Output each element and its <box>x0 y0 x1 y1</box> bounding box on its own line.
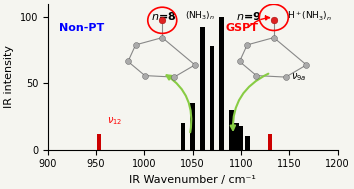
Bar <box>200 27 205 149</box>
X-axis label: IR Wavenumber / cm⁻¹: IR Wavenumber / cm⁻¹ <box>129 175 256 185</box>
Text: $n$=9: $n$=9 <box>236 10 262 22</box>
Bar <box>239 126 243 149</box>
Bar <box>234 123 239 149</box>
Text: (NH$_3$)$_n$: (NH$_3$)$_n$ <box>185 10 215 22</box>
Text: GSPT: GSPT <box>226 23 259 33</box>
Text: Non-PT: Non-PT <box>59 23 105 33</box>
Y-axis label: IR intensity: IR intensity <box>4 45 14 108</box>
Bar <box>210 46 215 149</box>
Bar <box>268 134 272 149</box>
Text: $n$=8: $n$=8 <box>151 10 176 22</box>
Bar <box>219 17 224 149</box>
Text: H$^+$(NH$_3$)$_n$: H$^+$(NH$_3$)$_n$ <box>287 10 332 23</box>
Text: $\nu_{9a}$: $\nu_{9a}$ <box>291 71 307 83</box>
Text: $\nu_{12}$: $\nu_{12}$ <box>107 115 122 127</box>
Bar <box>245 136 250 149</box>
Bar <box>97 134 101 149</box>
Bar <box>190 103 195 149</box>
Bar <box>181 123 185 149</box>
Bar <box>229 110 234 149</box>
